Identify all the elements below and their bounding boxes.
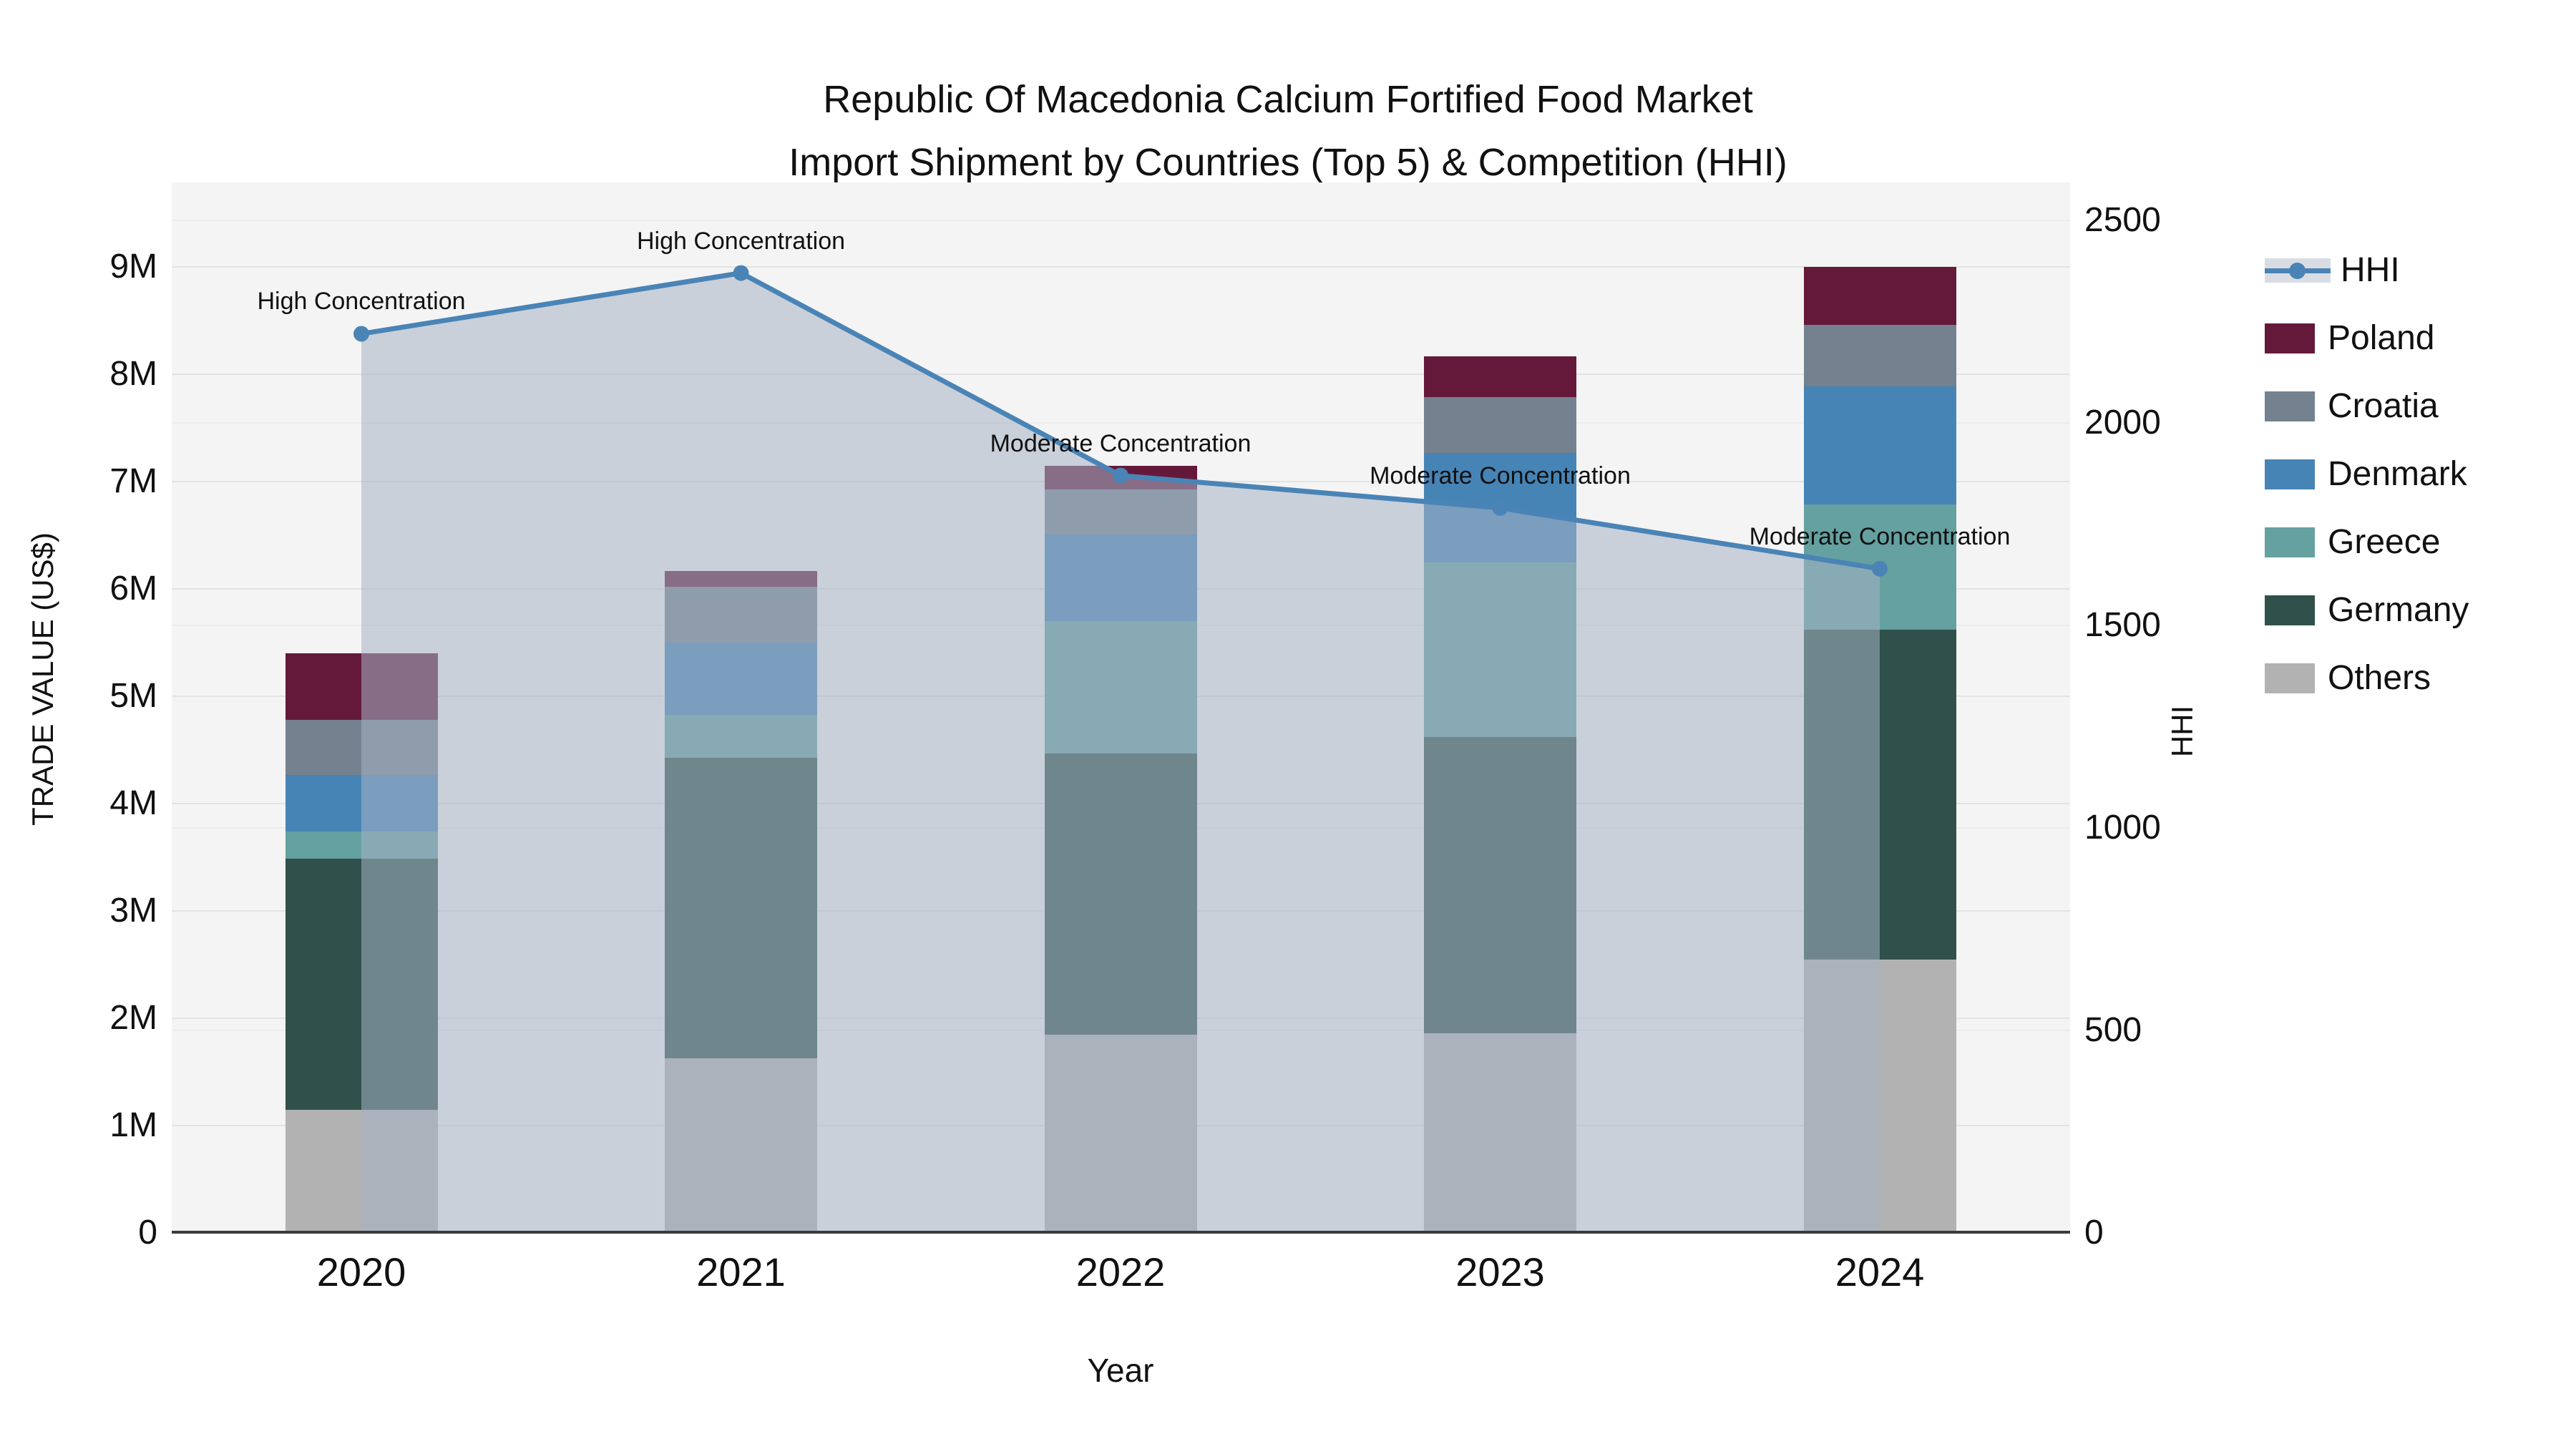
legend-hhi-line-swatch xyxy=(2265,254,2331,287)
left-tick-2M: 2M xyxy=(109,999,157,1037)
right-tick-0: 0 xyxy=(2084,1214,2104,1252)
hhi-marker-2024 xyxy=(1872,560,1888,577)
left-tick-6M: 6M xyxy=(109,570,157,608)
legend-item-croatia[interactable]: Croatia xyxy=(2265,372,2469,440)
legend-label-germany: Germany xyxy=(2328,591,2469,629)
gridline-hhi-2000 xyxy=(172,422,2070,424)
hhi-line-layer xyxy=(172,182,2070,1233)
legend-swatch-croatia xyxy=(2265,391,2315,421)
legend-item-germany[interactable]: Germany xyxy=(2265,576,2469,644)
right-tick-2500: 2500 xyxy=(2084,201,2161,239)
legend: HHI Poland Croatia Denmark Greece Germany Othe… xyxy=(2265,236,2469,712)
legend-item-poland[interactable]: Poland xyxy=(2265,304,2469,372)
annotation-2021: High Concentration xyxy=(636,227,846,255)
bar-segment-croatia-2024 xyxy=(1803,325,1956,386)
legend-swatch-germany xyxy=(2265,595,2315,625)
legend-label-poland: Poland xyxy=(2328,319,2435,357)
bar-segment-croatia-2023 xyxy=(1424,396,1576,453)
legend-item-others[interactable]: Others xyxy=(2265,644,2469,712)
x-axis-title: Year xyxy=(1087,1352,1154,1389)
left-tick-9M: 9M xyxy=(109,248,157,286)
chart-title: Republic Of Macedonia Calcium Fortified … xyxy=(0,68,2576,194)
left-tick-5M: 5M xyxy=(109,677,157,715)
x-axis-line xyxy=(172,1231,2070,1234)
plot-area: High Concentration High Concentration Mode… xyxy=(172,182,2070,1234)
legend-label-denmark: Denmark xyxy=(2328,455,2467,493)
legend-item-greece[interactable]: Greece xyxy=(2265,508,2469,576)
annotation-2024: Moderate Concentration xyxy=(1749,522,2011,550)
left-tick-0: 0 xyxy=(138,1214,157,1252)
right-tick-500: 500 xyxy=(2084,1011,2142,1049)
right-tick-1500: 1500 xyxy=(2084,606,2161,644)
annotations-layer: High Concentration High Concentration Mode… xyxy=(172,182,2070,1233)
legend-swatch-others xyxy=(2265,663,2315,693)
right-tick-2000: 2000 xyxy=(2084,404,2161,441)
x-tick-2024: 2024 xyxy=(1835,1249,1925,1294)
legend-label-greece: Greece xyxy=(2328,523,2441,561)
annotation-2022: Moderate Concentration xyxy=(990,429,1252,457)
legend-swatch-greece xyxy=(2265,527,2315,557)
hhi-marker-2023 xyxy=(1492,499,1508,516)
hhi-marker-2022 xyxy=(1113,467,1128,484)
chart-title-line1: Republic Of Macedonia Calcium Fortified … xyxy=(823,78,1753,121)
x-tick-2023: 2023 xyxy=(1455,1249,1545,1294)
legend-label-croatia: Croatia xyxy=(2328,387,2439,425)
left-tick-3M: 3M xyxy=(109,892,157,930)
legend-label-others: Others xyxy=(2328,659,2431,697)
bar-segment-poland-2023 xyxy=(1424,356,1576,397)
legend-item-denmark[interactable]: Denmark xyxy=(2265,440,2469,508)
hhi-marker-2020 xyxy=(353,326,369,342)
chart-title-line2: Import Shipment by Countries (Top 5) & C… xyxy=(789,141,1787,184)
right-tick-1000: 1000 xyxy=(2084,809,2161,847)
hhi-marker-2021 xyxy=(733,265,749,281)
legend-swatch-denmark xyxy=(2265,459,2315,489)
gridline-8M xyxy=(172,374,2070,375)
legend-swatch-poland xyxy=(2265,323,2315,353)
gridline-9M xyxy=(172,266,2070,268)
left-tick-4M: 4M xyxy=(109,784,157,822)
annotation-2023: Moderate Concentration xyxy=(1370,462,1631,489)
annotation-2020: High Concentration xyxy=(257,288,466,316)
left-tick-8M: 8M xyxy=(109,355,157,393)
x-tick-2021: 2021 xyxy=(696,1249,786,1294)
legend-item-hhi[interactable]: HHI xyxy=(2265,236,2469,304)
right-axis-title: HHI xyxy=(2165,705,2199,758)
gridline-hhi-2500 xyxy=(172,220,2070,221)
x-tick-2020: 2020 xyxy=(316,1249,406,1294)
legend-label-hhi: HHI xyxy=(2341,251,2400,289)
left-tick-1M: 1M xyxy=(109,1106,157,1144)
left-tick-7M: 7M xyxy=(109,462,157,500)
hhi-line-svg xyxy=(353,265,1888,1233)
x-tick-2022: 2022 xyxy=(1075,1249,1166,1294)
bar-segment-denmark-2024 xyxy=(1803,386,1956,504)
bar-segment-poland-2024 xyxy=(1803,267,1956,325)
